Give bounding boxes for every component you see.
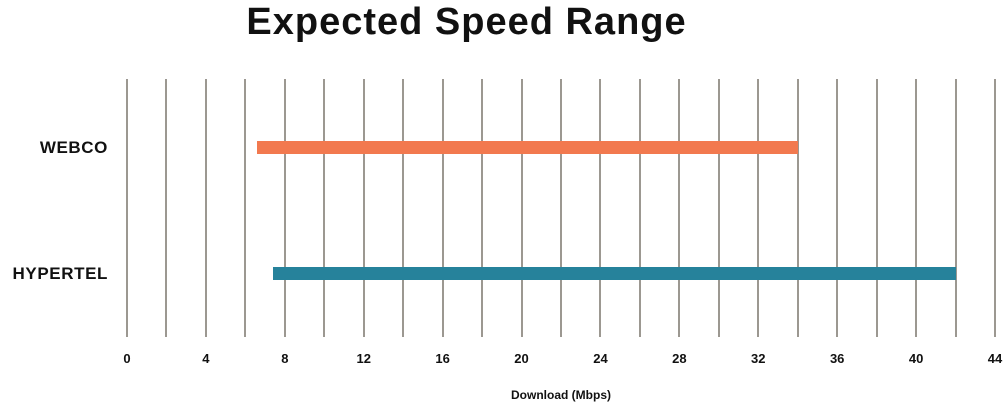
gridline xyxy=(599,79,602,337)
gridline xyxy=(520,79,523,337)
range-bar-hypertel xyxy=(272,267,956,281)
x-tick-label: 8 xyxy=(281,351,289,366)
chart-title: Expected Speed Range xyxy=(246,1,687,43)
category-label-webco: WEBCO xyxy=(39,137,108,157)
category-label-hypertel: HYPERTEL xyxy=(12,263,108,283)
x-tick-label: 0 xyxy=(123,351,131,366)
gridline xyxy=(994,79,996,337)
x-tick-label: 28 xyxy=(672,351,687,366)
x-tick-label: 20 xyxy=(514,351,529,366)
gridline xyxy=(481,79,484,337)
x-axis-title: Download (Mbps) xyxy=(511,388,611,402)
gridline xyxy=(915,79,918,337)
gridline xyxy=(283,79,286,337)
gridline xyxy=(757,79,760,337)
x-tick-label: 12 xyxy=(356,351,371,366)
x-tick-label: 4 xyxy=(202,351,210,366)
x-tick-label: 36 xyxy=(829,351,845,366)
x-tick-label: 32 xyxy=(751,351,766,366)
gridline xyxy=(323,79,326,337)
gridline xyxy=(402,79,405,337)
gridline xyxy=(165,79,168,337)
gridline xyxy=(638,79,641,337)
gridline xyxy=(678,79,681,337)
gridline xyxy=(244,79,247,337)
gridline xyxy=(954,79,957,337)
gridline xyxy=(441,79,444,337)
gridline xyxy=(126,79,128,337)
gridline xyxy=(875,79,878,337)
x-tick-label: 16 xyxy=(435,351,450,366)
x-tick-label: 24 xyxy=(593,351,608,366)
gridline xyxy=(717,79,720,337)
range-bar-webco xyxy=(257,141,798,155)
plot-area xyxy=(126,79,996,337)
gridline xyxy=(796,79,799,337)
x-tick-label: 44 xyxy=(987,351,1003,366)
gridline xyxy=(204,79,207,337)
x-tick-label: 40 xyxy=(908,351,924,366)
gridline xyxy=(560,79,562,337)
gridline xyxy=(836,79,839,337)
gridline xyxy=(362,79,365,337)
